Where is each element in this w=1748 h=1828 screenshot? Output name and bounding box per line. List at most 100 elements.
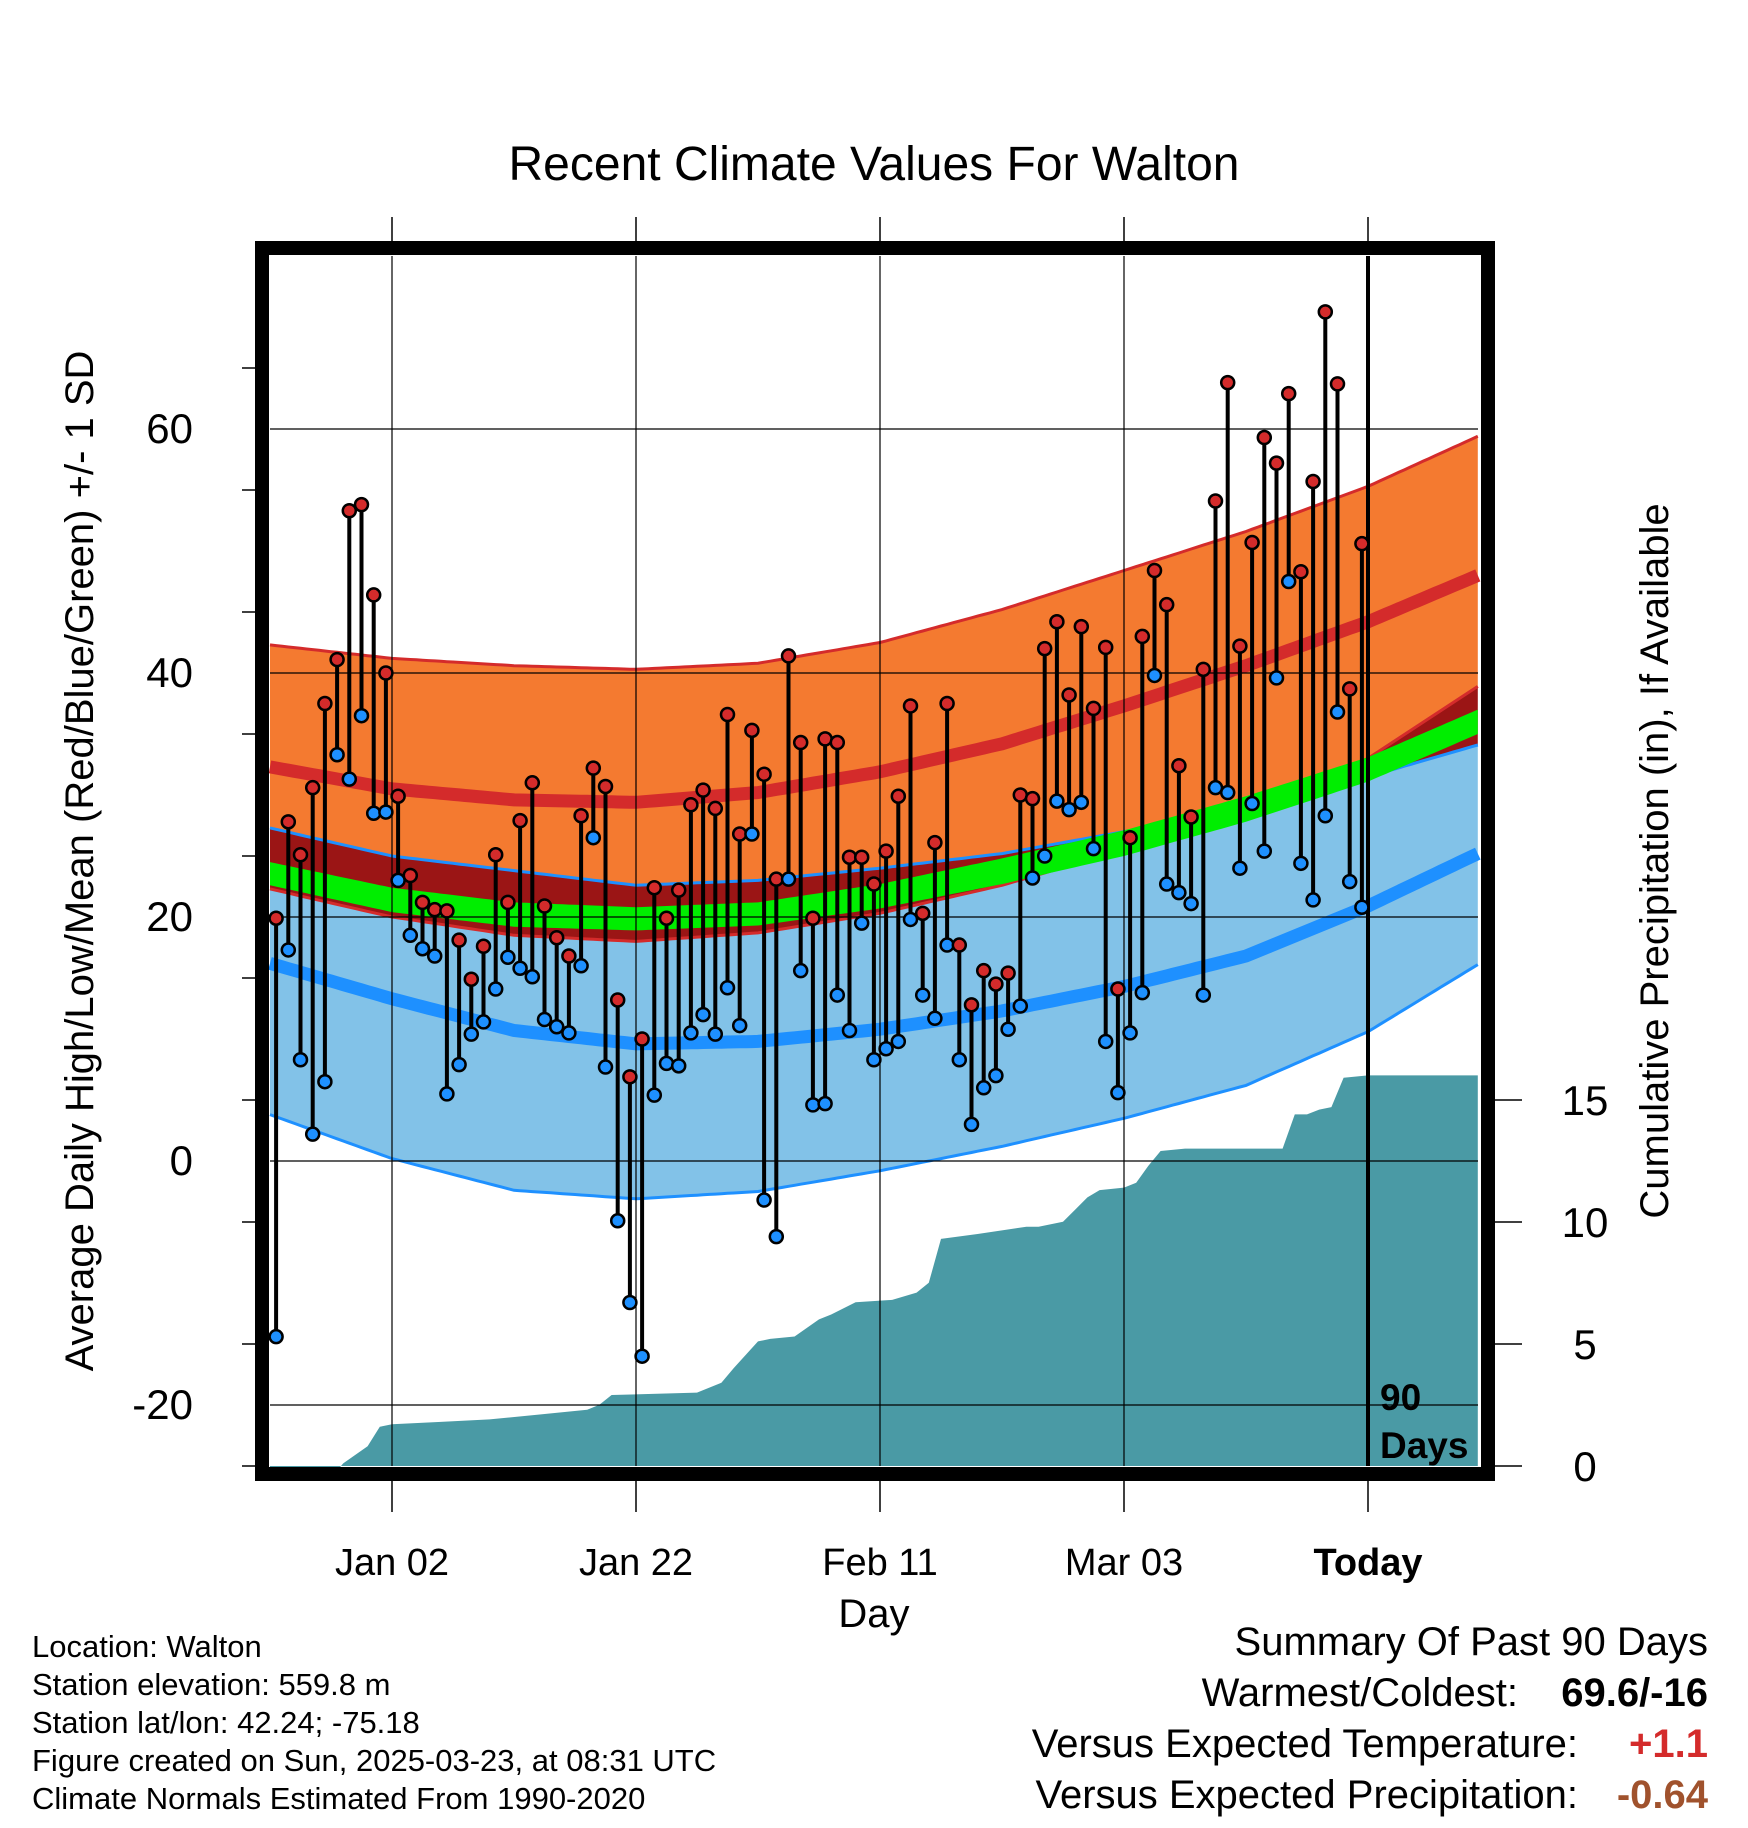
summary-title: Summary Of Past 90 Days [1234,1620,1708,1664]
obs-high-point [1073,618,1090,635]
x-tick-label: Mar 03 [1065,1542,1183,1584]
obs-low-point [1256,843,1273,859]
obs-high-point [475,938,492,955]
obs-high-point [1000,965,1016,981]
obs-low-point [853,915,870,931]
obs-high-point [463,971,480,987]
obs-high-point [853,849,870,865]
obs-high-point [329,651,345,668]
days-annotation: 90 Days [1380,1377,1468,1466]
obs-high-point [1036,640,1053,657]
obs-low-point [1219,784,1236,801]
obs-high-point [719,706,736,723]
obs-high-point [1232,638,1248,654]
temp-value: +1.1 [1629,1722,1708,1766]
obs-high-point [1097,639,1114,656]
obs-high-point [902,698,919,714]
station-info: Location: Walton Station elevation: 559.… [32,1628,716,1818]
obs-low-point [402,927,419,944]
obs-low-point [707,1026,724,1042]
obs-high-point [353,496,370,513]
obs-low-point [670,1058,687,1074]
obs-low-point [829,987,846,1003]
obs-low-point [512,960,528,976]
obs-high-point [451,932,467,948]
y-axis-label-right: Cumulative Precipitation (in), If Availa… [1633,503,1677,1218]
obs-low-point [317,1073,333,1090]
obs-high-point [597,778,614,795]
obs-low-point [414,940,431,957]
x-tick-label: Jan 02 [335,1542,449,1584]
observed-temps [268,304,1370,1364]
obs-low-point [1293,855,1309,872]
y-tick-label-precip: 10 [1562,1199,1609,1246]
obs-low-point [475,1014,492,1030]
obs-high-point [585,760,602,776]
obs-high-point [268,910,284,926]
obs-low-point [329,746,345,763]
obs-high-point [1268,455,1285,471]
obs-low-point [902,911,919,928]
location-text: Location: Walton [32,1629,262,1664]
low-lower-line [269,963,1479,1201]
obs-high-point [1317,304,1334,320]
obs-high-point [1219,374,1236,391]
obs-low-point [1317,807,1334,824]
obs-high-point [1195,661,1212,678]
obs-high-point [756,766,772,783]
obs-low-point [1122,1025,1138,1041]
axes: Jan 02 Jan 22 Feb 11 Mar 03 Today -20 0 20 40 60 0… [132,217,1608,1584]
obs-high-point [951,937,968,953]
obs-low-point [500,949,516,966]
obs-high-point [914,905,931,922]
obs-low-point [280,942,297,958]
obs-high-point [1049,614,1065,630]
obs-high-point [1354,535,1370,552]
obs-high-point [365,587,382,603]
x-tick-label: Feb 11 [822,1542,937,1584]
obs-low-point [1073,794,1090,811]
obs-low-point [609,1213,626,1229]
obs-high-point [1280,385,1297,402]
obs-high-point [1183,809,1199,825]
obs-low-point [353,707,370,724]
obs-low-point [304,1126,321,1142]
normal-bands [268,434,1481,1201]
obs-low-point [1024,870,1041,886]
obs-high-point [707,800,724,817]
obs-high-point [561,948,577,964]
obs-high-point [658,910,675,926]
obs-low-point [1085,840,1102,857]
obs-low-point [780,871,797,887]
temp-label: Versus Expected Temperature: [1031,1722,1578,1766]
obs-low-point [756,1192,772,1208]
obs-high-point [304,779,321,796]
obs-low-point [1268,670,1285,686]
obs-high-point [1134,628,1151,645]
obs-low-point [292,1051,309,1068]
obs-low-point [1049,793,1065,809]
summary-panel: Summary Of Past 90 Days Warmest/Coldest:… [1032,1617,1708,1821]
obs-low-point [866,1051,882,1068]
obs-low-point [1232,860,1248,876]
obs-low-point [646,1087,663,1103]
obs-high-point [609,992,626,1008]
obs-low-point [1280,573,1297,590]
obs-low-point [463,1026,480,1042]
obs-high-point [487,847,504,863]
obs-low-point [719,980,736,996]
obs-high-point [536,898,553,914]
obs-high-point [1171,757,1187,774]
obs-high-point [792,734,809,751]
x-axis-label: Day [838,1592,909,1636]
obs-high-point [683,797,699,813]
obs-low-point [695,1006,711,1023]
normals-text: Climate Normals Estimated From 1990-2020 [32,1781,646,1816]
obs-low-point [524,969,541,985]
high-sd-band [270,436,1478,942]
obs-low-point [1061,801,1077,818]
obs-low-point [1110,1084,1126,1101]
obs-high-point [939,695,955,712]
warm-cold-value: 69.6/-16 [1561,1671,1708,1715]
obs-high-point [1024,790,1041,807]
